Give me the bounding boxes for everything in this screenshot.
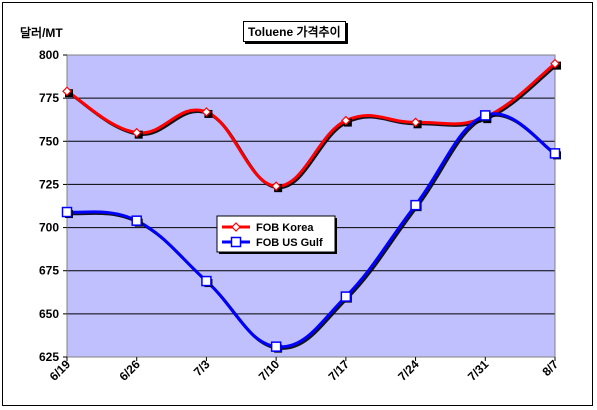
series-2 xyxy=(61,110,561,353)
data-point xyxy=(270,341,282,352)
data-point xyxy=(131,127,142,138)
axes xyxy=(66,54,556,358)
data-point xyxy=(271,181,281,192)
y-tick-label: 750 xyxy=(39,134,59,148)
legend: FOB Korea FOB US Gulf xyxy=(216,215,337,254)
y-axis-ticks: 625 650 675 700 725 750 775 800 xyxy=(39,48,67,364)
y-tick-label: 800 xyxy=(39,48,59,62)
data-point xyxy=(410,117,421,128)
x-axis-ticks: 6/19 6/26 7/3 7/10 7/17 7/24 7/31 8/7 xyxy=(47,357,562,384)
data-point xyxy=(201,275,212,287)
x-tick-label: 7/17 xyxy=(326,357,353,384)
chart-title: Toluene 가격추이 xyxy=(243,21,346,42)
x-tick-label: 7/3 xyxy=(191,357,213,379)
data-point xyxy=(550,58,560,69)
y-tick-label: 700 xyxy=(39,221,59,235)
y-axis-unit-label: 달러/MT xyxy=(20,26,63,40)
y-tick-label: 725 xyxy=(39,177,59,191)
data-point xyxy=(549,148,561,159)
y-tick-label: 650 xyxy=(39,307,59,321)
data-point xyxy=(131,215,142,226)
data-point xyxy=(62,86,72,97)
x-tick-label: 7/31 xyxy=(465,357,492,384)
legend-label: FOB US Gulf xyxy=(256,237,323,249)
data-point xyxy=(341,115,351,126)
plot-area xyxy=(67,55,555,357)
legend-label: FOB Korea xyxy=(256,222,314,234)
x-tick-label: 7/24 xyxy=(395,357,422,384)
series-layer xyxy=(61,58,561,353)
data-point xyxy=(480,110,491,121)
x-tick-label: 6/26 xyxy=(116,357,143,384)
y-tick-label: 625 xyxy=(39,350,59,364)
x-tick-label: 8/7 xyxy=(539,357,561,379)
y-tick-label: 675 xyxy=(39,264,59,278)
data-point xyxy=(340,291,352,302)
plot-border xyxy=(66,54,556,358)
data-point xyxy=(410,199,421,211)
series-line xyxy=(66,112,556,349)
legend-marker xyxy=(231,222,241,232)
legend-marker xyxy=(230,236,242,248)
data-point xyxy=(201,107,212,117)
x-tick-label: 7/10 xyxy=(256,357,283,384)
data-point xyxy=(61,206,73,218)
y-tick-label: 775 xyxy=(39,91,59,105)
